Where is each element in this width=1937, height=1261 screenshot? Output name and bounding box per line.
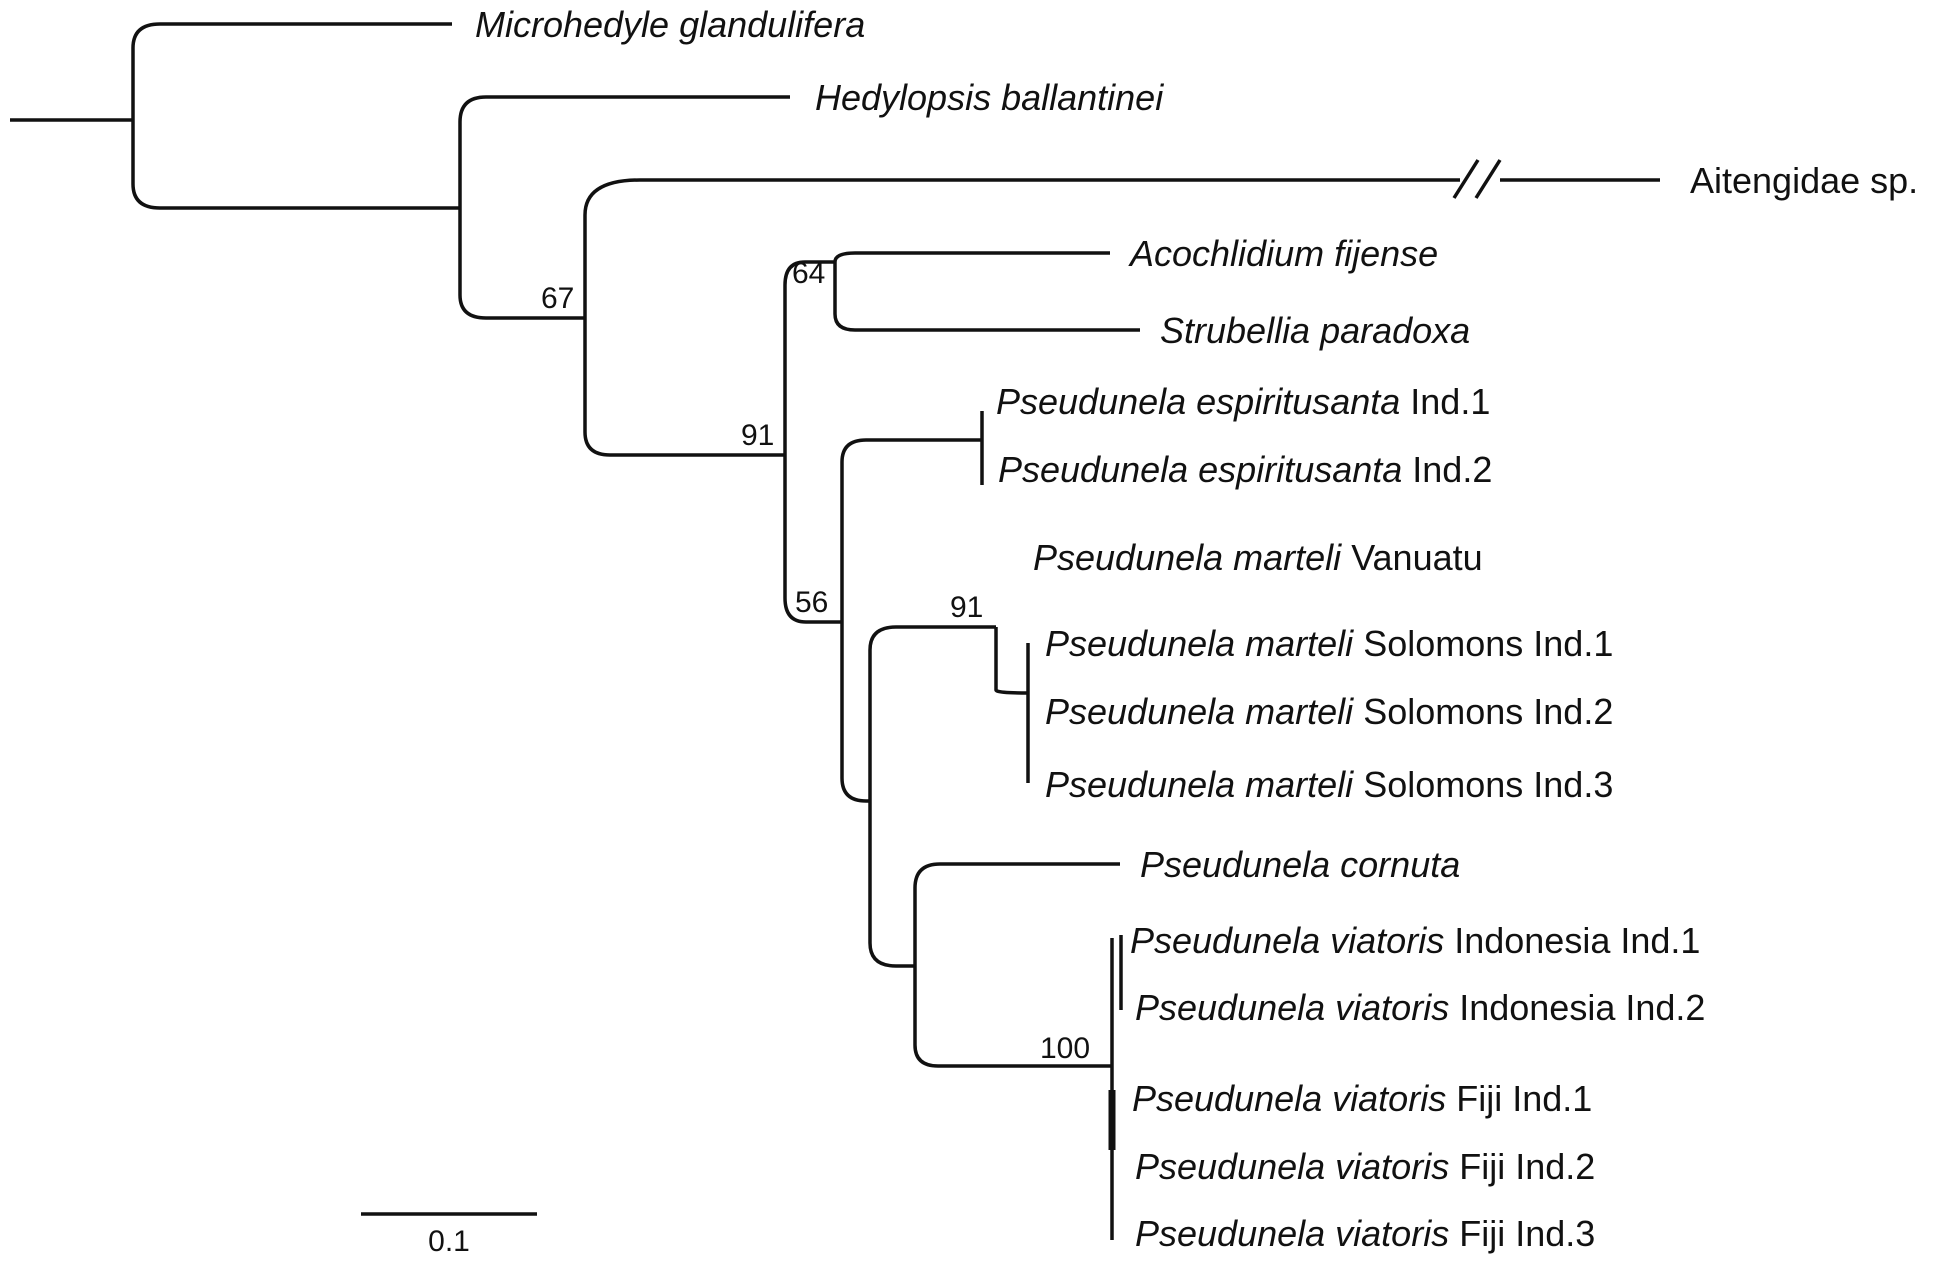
taxon-label: Pseudunela marteli Solomons Ind.2	[1045, 691, 1613, 732]
tree-branch	[783, 455, 842, 624]
support-values: 67 64 91 56 91 100	[541, 257, 1090, 1065]
taxon-label: Pseudunela marteli Vanuatu	[1033, 537, 1483, 578]
support-value: 64	[792, 257, 825, 290]
tree-branch	[458, 95, 790, 208]
tree-branch	[458, 208, 585, 320]
tree-branch	[994, 627, 1029, 695]
taxon-label: Strubellia paradoxa	[1160, 310, 1470, 351]
tree-branch	[131, 22, 452, 120]
support-value: 56	[795, 586, 828, 619]
tree-branch	[840, 622, 870, 803]
tree-branches	[10, 22, 1660, 1240]
taxon-label: Pseudunela viatoris Indonesia Ind.1	[1130, 920, 1700, 961]
taxon-label: Acochlidium fijense	[1128, 233, 1438, 274]
taxon-label: Pseudunela espiritusanta Ind.1	[996, 381, 1490, 422]
tree-branch	[833, 251, 1110, 263]
taxon-label: Pseudunela espiritusanta Ind.2	[998, 449, 1492, 490]
taxon-label: Pseudunela viatoris Fiji Ind.1	[1132, 1078, 1592, 1119]
tree-branch	[868, 801, 915, 968]
tree-branch	[833, 262, 1140, 332]
taxon-label: Pseudunela cornuta	[1140, 844, 1460, 885]
tree-branch	[840, 438, 982, 622]
branch-break-mark	[1452, 159, 1502, 199]
taxon-label: Microhedyle glandulifera	[475, 4, 865, 45]
taxon-label: Pseudunela marteli Solomons Ind.1	[1045, 623, 1613, 664]
tree-branch	[913, 966, 1112, 1068]
tree-branch	[131, 120, 460, 210]
support-value: 91	[950, 591, 983, 624]
tree-branch	[913, 862, 1120, 966]
tree-branch	[783, 260, 835, 455]
support-value: 91	[741, 419, 774, 452]
taxon-label: Pseudunela viatoris Fiji Ind.2	[1135, 1146, 1595, 1187]
taxon-labels: Microhedyle glandulifera Hedylopsis ball…	[475, 4, 1918, 1254]
tree-branch	[868, 625, 996, 801]
support-value: 100	[1040, 1032, 1090, 1065]
taxon-label: Aitengidae sp.	[1690, 160, 1918, 201]
taxon-label: Pseudunela viatoris Fiji Ind.3	[1135, 1213, 1595, 1254]
scale-bar: 0.1	[361, 1212, 537, 1258]
tree-branch	[583, 318, 785, 457]
support-value: 67	[541, 282, 574, 315]
taxon-label: Hedylopsis ballantinei	[815, 77, 1164, 118]
tree-branch	[583, 178, 1460, 318]
taxon-label: Pseudunela viatoris Indonesia Ind.2	[1135, 987, 1705, 1028]
taxon-label: Pseudunela marteli Solomons Ind.3	[1045, 764, 1613, 805]
scale-bar-label: 0.1	[428, 1225, 470, 1258]
